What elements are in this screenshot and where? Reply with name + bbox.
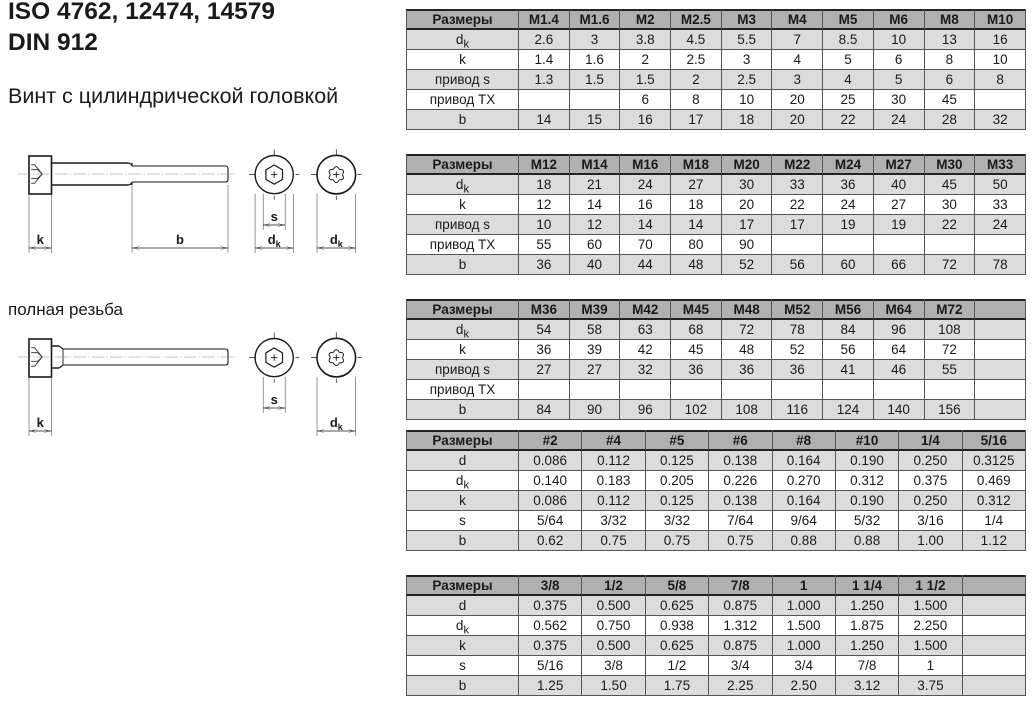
svg-text:b: b (176, 232, 184, 247)
svg-text:dk: dk (268, 232, 282, 249)
svg-text:s: s (271, 209, 278, 224)
svg-text:s: s (271, 392, 278, 407)
svg-text:k: k (37, 415, 45, 430)
svg-text:k: k (37, 232, 45, 247)
svg-text:dk: dk (330, 415, 344, 432)
svg-text:dk: dk (330, 232, 344, 249)
